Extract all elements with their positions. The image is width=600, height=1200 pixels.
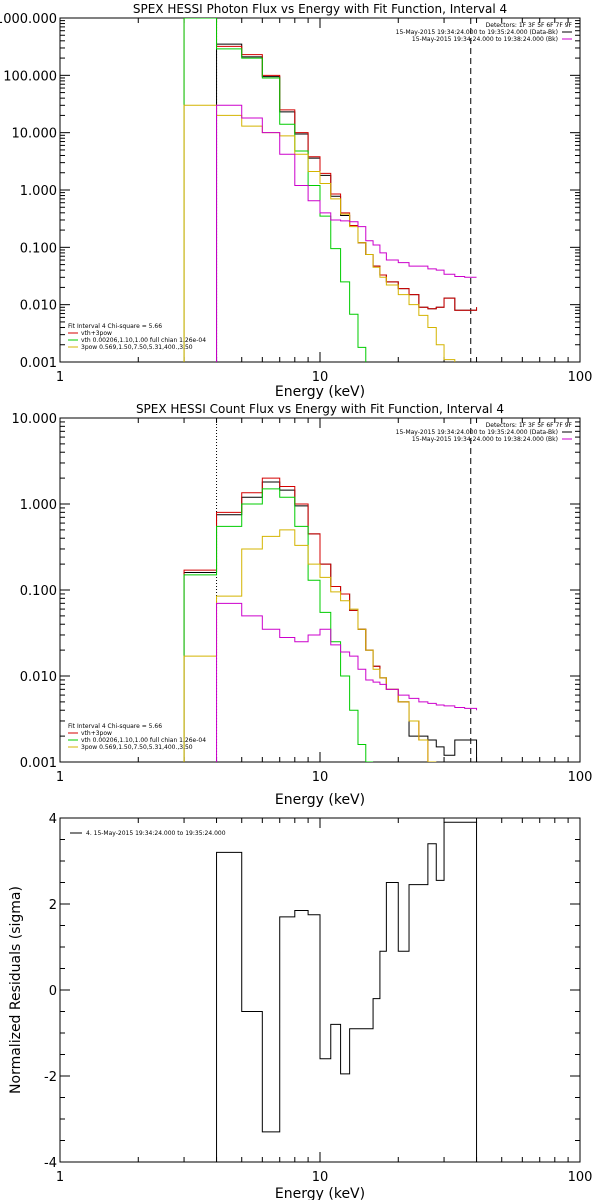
- legend-label: vth+3pow: [81, 730, 112, 737]
- series-data: [216, 43, 478, 362]
- series-3pow-0-569-1-50-7-50-5-31-400-3-50: [183, 104, 456, 362]
- y-tick-label: 0.010: [20, 670, 57, 685]
- x-tick-label: 100: [568, 770, 593, 785]
- legend-label: 3pow 0.569,1.50,7.50,5.31,400.,3.50: [81, 344, 193, 351]
- x-tick-label: 1: [56, 1170, 64, 1185]
- y-tick-label: 0.001: [20, 356, 57, 371]
- interval-bk-label: 15-May-2015 19:34:24.000 to 19:38:24.000…: [412, 436, 558, 443]
- y-tick-label: -4: [44, 1156, 57, 1171]
- x-tick-label: 1: [56, 770, 64, 785]
- x-tick-label: 10: [312, 770, 329, 785]
- interval-bk-label: 15-May-2015 19:34:24.000 to 19:38:24.000…: [412, 36, 558, 43]
- y-tick-label: 0.001: [20, 756, 57, 771]
- y-axis-label: Normalized Residuals (sigma): [8, 886, 24, 1094]
- series-15-may-2016-19-34-24-000-to-19-36-24-000: [216, 104, 477, 362]
- y-tick-label: 1.000: [20, 498, 57, 513]
- y-tick-label: 0.100: [20, 241, 57, 256]
- data-layer: [183, 418, 478, 762]
- y-tick-label: 1.000: [20, 184, 57, 199]
- x-tick-label: 10: [312, 1170, 329, 1185]
- y-tick-label: 2: [49, 898, 57, 913]
- legend-label: vth 0.00206,1.10,1.00 full chian 1.26e-0…: [81, 737, 206, 744]
- y-tick-label: -2: [44, 1070, 57, 1085]
- photon-flux-chart: SPEX HESSI Photon Flux vs Energy with Fi…: [0, 2, 593, 400]
- interval-data-label: 15-May-2015 19:34:24.000 to 19:35:24.000…: [396, 29, 558, 36]
- chart-title: SPEX HESSI Photon Flux vs Energy with Fi…: [133, 2, 507, 16]
- series-4-15-may-2015-19-34-24-000-to-19-35-24-0: [216, 821, 478, 1162]
- fit-info-text: Fit Interval 4 Chi-square = 5.66: [68, 323, 162, 330]
- series-15-may-2016-19-34-24-000-to-19-36-24-000: [216, 602, 478, 762]
- legend-label: vth 0.00206,1.10,1.00 full chian 1.26e-0…: [81, 337, 206, 344]
- x-tick-label: 1: [56, 370, 64, 385]
- series-vth-0-00206-1-10-1-00-full-chian-1-26e-0: [183, 18, 381, 362]
- y-tick-label: 1000.000: [0, 12, 57, 27]
- y-tick-label: 100.000: [3, 69, 57, 84]
- y-tick-label: 0.010: [20, 299, 57, 314]
- legend-label: 4. 15-May-2015 19:34:24.000 to 19:35:24.…: [86, 830, 226, 837]
- detectors-label: Detectors: 1F 3F 5F 6F 7F 9F: [486, 422, 573, 429]
- y-tick-label: 10.000: [12, 412, 58, 427]
- legend-label: vth+3pow: [81, 330, 112, 337]
- data-layer: [216, 821, 478, 1162]
- series-3pow-0-569-1-50-7-50-5-31-400-3-50: [183, 529, 437, 762]
- count-flux-chart: SPEX HESSI Count Flux vs Energy with Fit…: [12, 402, 593, 808]
- y-tick-label: 0.100: [20, 584, 57, 599]
- x-axis-label: Energy (keV): [275, 384, 365, 400]
- y-tick-label: 4: [49, 812, 57, 827]
- x-tick-label: 10: [312, 370, 329, 385]
- x-tick-label: 100: [568, 370, 593, 385]
- chart-title: SPEX HESSI Count Flux vs Energy with Fit…: [136, 402, 504, 416]
- legend-label: 3pow 0.569,1.50,7.50,5.31,400.,3.50: [81, 744, 193, 751]
- x-tick-label: 100: [568, 1170, 593, 1185]
- y-tick-label: 0: [49, 984, 57, 999]
- data-layer: [183, 18, 478, 362]
- interval-data-label: 15-May-2015 19:34:24.000 to 19:35:24.000…: [396, 429, 558, 436]
- x-axis-label: Energy (keV): [275, 792, 365, 808]
- series-vth-0-00206-1-10-1-00-full-chian-1-26e-0: [183, 488, 374, 762]
- y-tick-label: 10.000: [12, 127, 58, 142]
- detectors-label: Detectors: 1F 3F 5F 6F 7F 9F: [486, 22, 573, 29]
- series-vth-3pow: [183, 477, 437, 762]
- x-axis-label: Energy (keV): [275, 1186, 365, 1200]
- fit-info-text: Fit Interval 4 Chi-square = 5.66: [68, 723, 162, 730]
- residuals-chart: 1 10 100 -4 -2 0 2 4 Energy (keV) Normalized Resi…: [8, 812, 592, 1200]
